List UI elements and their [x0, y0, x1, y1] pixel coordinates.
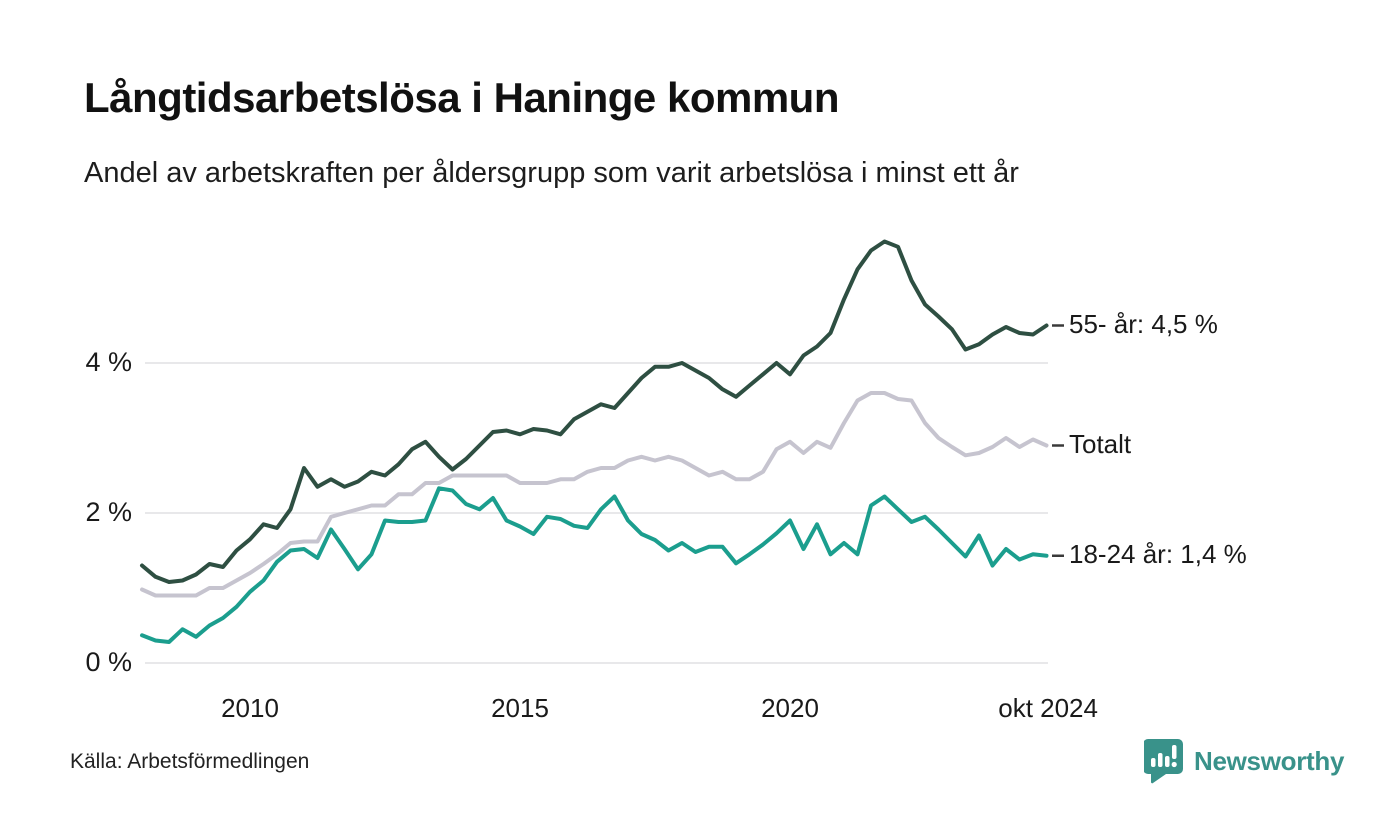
newsworthy-bar-chart-bubble-icon	[1143, 738, 1184, 784]
series-label-55-plus: 55- år: 4,5 %	[1069, 308, 1218, 339]
y-axis-tick-4: 4 %	[85, 347, 132, 377]
source-attribution: Källa: Arbetsförmedlingen	[70, 750, 310, 773]
page-title: Långtidsarbetslösa i Haninge kommun	[84, 74, 839, 121]
newsworthy-wordmark: Newsworthy	[1194, 745, 1345, 776]
x-axis-tick-okt-2024: okt 2024	[998, 693, 1098, 723]
x-axis-tick-2020: 2020	[761, 693, 819, 723]
newsworthy-brand: Newsworthy	[1143, 738, 1345, 784]
x-axis-tick-2015: 2015	[491, 693, 549, 723]
bubble-shape	[1143, 739, 1183, 784]
y-axis-tick-2: 2 %	[85, 497, 132, 527]
y-axis-tick-0: 0 %	[85, 647, 132, 677]
page-subtitle: Andel av arbetskraften per åldersgrupp s…	[84, 157, 1019, 189]
x-axis-tick-2010: 2010	[221, 693, 279, 723]
series-label-18-24: 18-24 år: 1,4 %	[1069, 538, 1247, 569]
series-label-totalt: Totalt	[1069, 428, 1132, 459]
